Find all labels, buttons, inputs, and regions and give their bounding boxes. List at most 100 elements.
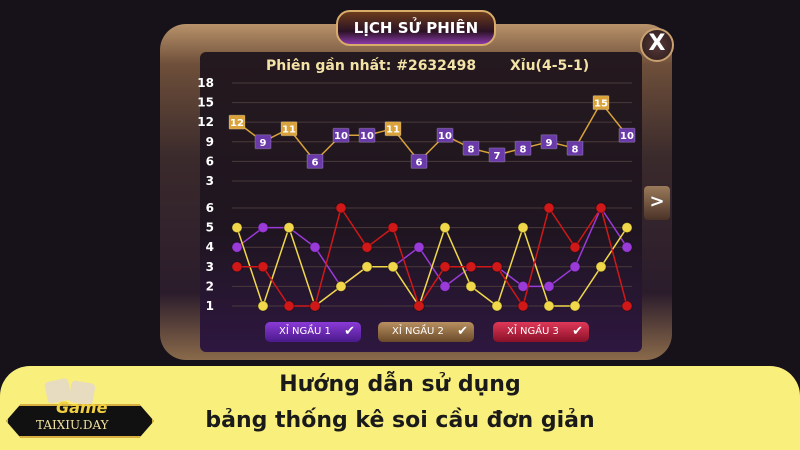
dice-3-point [413,300,425,312]
legend-label: XỈ NGẦU 2 [392,326,444,337]
dice-3-point [283,300,295,312]
dice-2-point [465,280,477,292]
dice-3-point [517,300,529,312]
dice-2-point [439,222,451,234]
dice-2-point [335,280,347,292]
caption-line-2: bảng thống kê soi cầu đơn giản [205,408,595,433]
sum-label: 6 [416,157,423,168]
sum-label: 15 [594,99,608,110]
dice-2-point [517,222,529,234]
dice-2-point [621,222,633,234]
sum-label: 8 [468,144,475,155]
sum-label: 11 [282,125,296,136]
sum-line [236,101,628,163]
y-tick-label: 3 [206,260,214,274]
dice-1-point [569,261,581,273]
dice-2-point [283,222,295,234]
panel-title: LỊCH SỬ PHIÊN [336,10,496,46]
dice-2-point [387,261,399,273]
latest-result-label: Xỉu(4-5-1) [510,58,590,74]
sum-marker [436,127,454,143]
sum-marker [592,95,610,111]
latest-session-label: Phiên gần nhất: #2632498 [266,58,477,74]
sum-marker [384,121,402,137]
dice-1-point [543,280,555,292]
sum-marker [254,134,272,150]
y-tick-label: 6 [206,154,214,168]
sum-marker [306,153,324,169]
y-tick-label: 15 [197,96,214,110]
dice-2-point [231,222,243,234]
dice-3-point [231,261,243,273]
y-tick-label: 1 [206,299,214,313]
dice-2-point [543,300,555,312]
y-tick-label: 6 [206,201,214,215]
sum-label: 9 [260,138,267,149]
dice-1-point [517,280,529,292]
check-icon: ✔ [344,324,355,339]
y-tick-label: 18 [197,76,214,90]
y-tick-label: 2 [206,279,214,293]
dice-3-point [309,300,321,312]
dice-3-point [439,261,451,273]
sum-marker [280,121,298,137]
check-icon: ✔ [572,324,583,339]
next-page-button[interactable]: > [644,186,670,220]
legend-dice-3-toggle[interactable]: XỈ NGẦU 3 ✔ [493,322,589,342]
sum-marker [566,140,584,156]
sum-label: 10 [360,131,374,142]
dice-3-point [257,261,269,273]
dice-3-point [387,222,399,234]
sum-label: 10 [438,131,452,142]
sum-marker [540,134,558,150]
dice-1-point [309,241,321,253]
dice-3-point [361,241,373,253]
sum-marker [332,127,350,143]
dice-2-point [257,300,269,312]
sum-marker [228,114,246,130]
dice-2-point [491,300,503,312]
dice-3-line [237,206,628,308]
check-icon: ✔ [457,324,468,339]
sum-marker [618,127,636,143]
close-button[interactable]: X [640,28,674,62]
dice-3-point [335,202,347,214]
dice-1-point [257,222,269,234]
dice-2-point [569,300,581,312]
sum-marker [488,147,506,163]
sum-label: 7 [494,151,501,162]
dice-2-line [236,225,628,309]
sum-label: 9 [546,138,553,149]
sum-label: 8 [572,144,579,155]
dice-3-point [621,300,633,312]
sum-label: 11 [386,125,400,136]
logo-text-game: Game [56,398,108,417]
session-history-panel [160,24,672,360]
dice-3-point [543,202,555,214]
y-tick-label: 12 [197,115,214,129]
legend-label: XỈ NGẦU 1 [279,326,331,337]
sum-label: 10 [334,131,348,142]
dice-1-point [413,241,425,253]
dice-1-point [439,280,451,292]
dice-3-point [595,202,607,214]
sum-label: 8 [520,144,527,155]
dice-1-point [621,241,633,253]
dice-1-point [231,241,243,253]
legend-dice-1-toggle[interactable]: XỈ NGẦU 1 ✔ [265,322,361,342]
sum-label: 6 [312,157,319,168]
logo-text-site: TAIXIU.DAY [36,418,109,432]
dice-3-point [465,261,477,273]
sum-label: 10 [620,131,634,142]
legend-dice-2-toggle[interactable]: XỈ NGẦU 2 ✔ [378,322,474,342]
y-tick-label: 3 [206,174,214,188]
dice-3-point [569,241,581,253]
dice-3-point [491,261,503,273]
sum-marker [358,127,376,143]
sum-marker [410,153,428,169]
dice-2-point [361,261,373,273]
dice-2-point [595,261,607,273]
legend-label: XỈ NGẦU 3 [507,326,559,337]
sum-label: 12 [230,118,244,129]
